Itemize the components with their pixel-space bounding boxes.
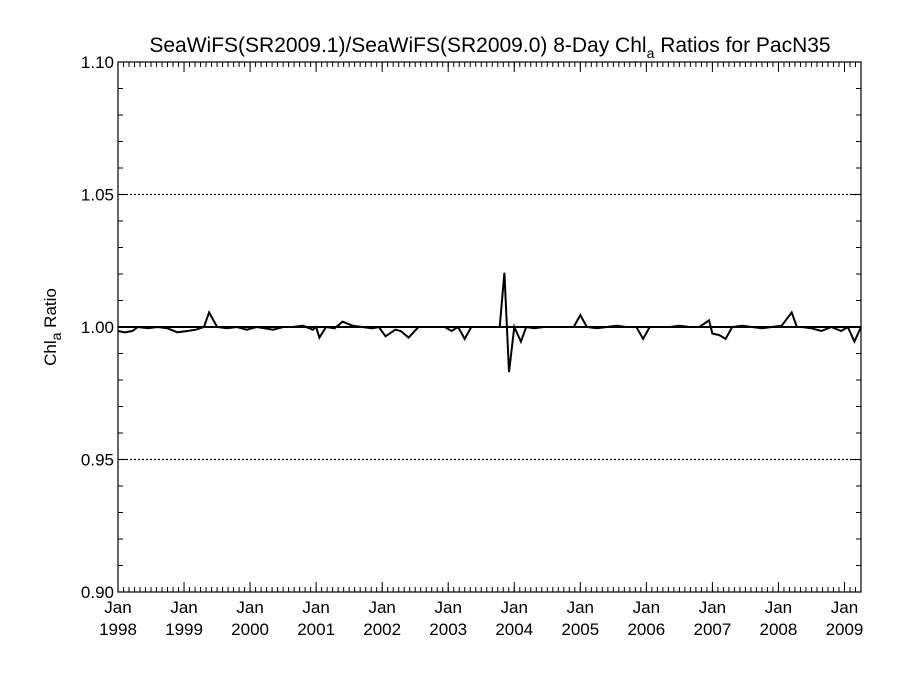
x-tick-month: Jan — [302, 598, 329, 617]
x-tick-month: Jan — [435, 598, 462, 617]
series-line-0 — [117, 272, 862, 373]
x-tick-month: Jan — [104, 598, 131, 617]
x-axis: Jan 1998 Jan 1999 Jan 2000 Jan 2001 Jan 2002 Jan 20… — [99, 62, 863, 639]
x-tick-year: 2006 — [627, 620, 665, 639]
x-tick-year: 2007 — [693, 620, 731, 639]
chart-title: SeaWiFS(SR2009.1)/SeaWiFS(SR2009.0) 8-Da… — [149, 34, 830, 61]
x-tick-month: Jan — [368, 598, 395, 617]
y-tick-label: 0.95 — [81, 451, 114, 470]
x-tick-year: 2003 — [429, 620, 467, 639]
x-tick-year: 2004 — [495, 620, 533, 639]
x-tick-year: 2008 — [760, 620, 798, 639]
x-tick-month: Jan — [699, 598, 726, 617]
x-tick-month: Jan — [236, 598, 263, 617]
x-tick-month: Jan — [567, 598, 594, 617]
chart-title-subscript: a — [647, 45, 655, 61]
x-tick-month: Jan — [765, 598, 792, 617]
x-tick-year: 2000 — [231, 620, 269, 639]
chart-title-prefix: SeaWiFS(SR2009.1)/SeaWiFS(SR2009.0) 8-Da… — [149, 34, 646, 57]
x-tick-month: Jan — [170, 598, 197, 617]
x-tick-year: 2009 — [826, 620, 864, 639]
y-axis-label: Chla Ratio — [41, 288, 64, 366]
x-tick-year: 1999 — [165, 620, 203, 639]
x-tick-month: Jan — [633, 598, 660, 617]
x-tick-year: 2002 — [363, 620, 401, 639]
chart-title-suffix: Ratios for PacN35 — [654, 34, 830, 57]
x-tick-year: 2001 — [297, 620, 335, 639]
x-tick-month: Jan — [831, 598, 858, 617]
series-group — [117, 272, 862, 373]
y-axis-label-suffix: Ratio — [41, 288, 60, 332]
x-tick-year: 2005 — [561, 620, 599, 639]
x-tick-month: Jan — [501, 598, 528, 617]
y-tick-label: 0.90 — [81, 583, 114, 602]
y-tick-label: 1.00 — [81, 318, 114, 337]
x-tick-year: 1998 — [99, 620, 137, 639]
y-axis: 0.90 0.95 1.00 1.05 1.10 — [81, 53, 861, 602]
y-axis-label-prefix: Chl — [41, 340, 60, 366]
y-tick-label: 1.05 — [81, 186, 114, 205]
y-tick-label: 1.10 — [81, 53, 114, 72]
y-axis-label-subscript: a — [48, 332, 64, 340]
